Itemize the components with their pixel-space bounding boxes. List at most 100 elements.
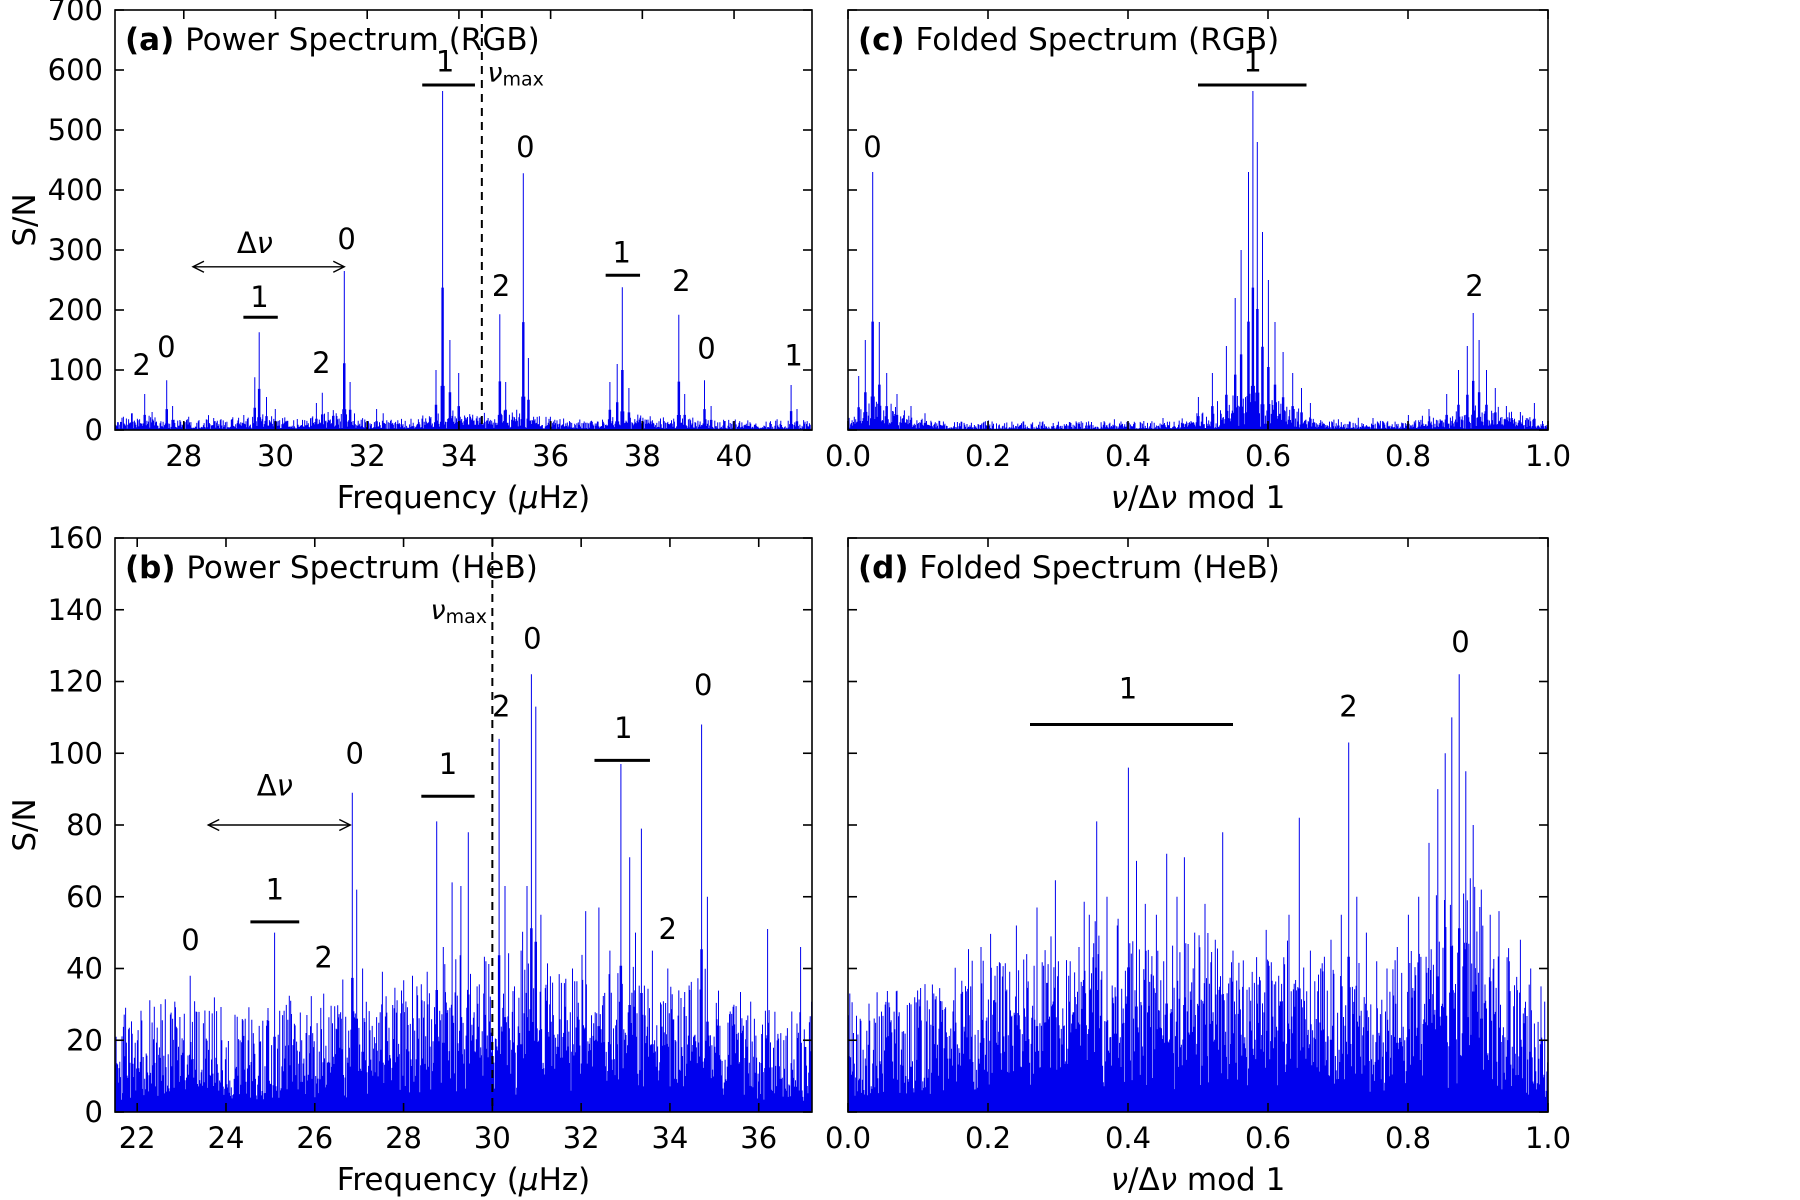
mode-label-a-0: 2 (132, 348, 150, 382)
axes-box-c (847, 9, 1549, 431)
xtick-label-b: 22 (119, 1121, 156, 1155)
ytick-label-a: 500 (48, 113, 103, 147)
xtick-label-c: 0.4 (1105, 439, 1151, 473)
xtick-label-b: 24 (208, 1121, 245, 1155)
xtick-label-d: 0.6 (1245, 1121, 1291, 1155)
delta-nu-arrow-b (206, 818, 352, 832)
mode-label-b-8: 2 (658, 912, 676, 946)
mode-label-b-7: 1 (614, 711, 632, 745)
xtick-label-b: 36 (740, 1121, 777, 1155)
panel-title-c: (c) Folded Spectrum (RGB) (858, 22, 1279, 58)
ylabel-a: S/N (7, 193, 43, 246)
ytick-label-a: 700 (48, 0, 103, 27)
mode-label-c-1: 1 (1243, 45, 1261, 79)
xlabel-c: ν/Δν mod 1 (1111, 480, 1286, 516)
mode-label-c-0: 0 (863, 130, 881, 164)
xtick-label-c: 1.0 (1525, 439, 1571, 473)
panel-title-a: (a) Power Spectrum (RGB) (125, 22, 540, 58)
mode-label-a-5: 1 (436, 45, 454, 79)
mode-label-b-3: 0 (346, 736, 364, 770)
xtick-label-a: 30 (257, 439, 294, 473)
panel-title-b: (b) Power Spectrum (HeB) (125, 550, 538, 586)
xtick-label-c: 0.8 (1385, 439, 1431, 473)
ytick-label-b: 40 (66, 952, 103, 986)
delta-nu-label-a: Δν (237, 226, 273, 260)
ytick-label-b: 100 (48, 736, 103, 770)
xtick-label-b: 28 (385, 1121, 422, 1155)
ytick-label-b: 160 (48, 521, 103, 555)
ticks-d (847, 537, 1549, 1113)
mode-label-a-4: 0 (337, 222, 355, 256)
xtick-label-b: 26 (296, 1121, 333, 1155)
spectrum-b (115, 674, 812, 1112)
xtick-label-a: 32 (349, 439, 386, 473)
axes-box-a (114, 9, 813, 431)
xlabel-a: Frequency (μHz) (337, 480, 591, 516)
xtick-label-b: 32 (563, 1121, 600, 1155)
mode-label-b-5: 2 (492, 690, 510, 724)
ytick-label-b: 60 (66, 880, 103, 914)
xtick-label-c: 0.2 (965, 439, 1011, 473)
mode-label-b-2: 2 (314, 941, 332, 975)
ytick-label-a: 100 (48, 353, 103, 387)
panel-d: 1 2 0 0.0 0.2 0.4 0.6 0.8 1.0 (d) Folded Spectrum… (825, 537, 1571, 1198)
xtick-label-d: 0.8 (1385, 1121, 1431, 1155)
mode-label-b-4: 1 (439, 747, 457, 781)
mode-label-a-10: 0 (697, 331, 715, 365)
xtick-label-b: 34 (651, 1121, 688, 1155)
mode-label-c-2: 2 (1465, 269, 1483, 303)
ticks-c (847, 9, 1549, 431)
xtick-label-d: 0.4 (1105, 1121, 1151, 1155)
delta-nu-label-b: Δν (257, 769, 293, 803)
ytick-label-b: 80 (66, 808, 103, 842)
mode-label-d-0: 1 (1119, 672, 1137, 706)
ytick-label-a: 400 (48, 173, 103, 207)
nu-max-label-b: νmax (431, 594, 488, 628)
xtick-label-a: 28 (165, 439, 202, 473)
mode-label-a-7: 0 (516, 130, 534, 164)
ylabel-b: S/N (7, 798, 43, 851)
mode-label-a-11: 1 (784, 339, 802, 373)
xtick-label-a: 36 (532, 439, 569, 473)
xtick-label-a: 40 (716, 439, 753, 473)
delta-nu-arrow-a (191, 260, 346, 273)
xtick-label-d: 0.2 (965, 1121, 1011, 1155)
xtick-label-c: 0.6 (1245, 439, 1291, 473)
ytick-label-a: 300 (48, 233, 103, 267)
mode-label-b-9: 0 (694, 668, 712, 702)
xtick-label-a: 34 (440, 439, 477, 473)
arrow-head-right (338, 818, 352, 832)
ytick-label-a: 200 (48, 293, 103, 327)
arrow-head-right (332, 260, 346, 273)
xtick-label-b: 30 (474, 1121, 511, 1155)
mode-label-b-6: 0 (523, 621, 541, 655)
mode-label-a-3: 2 (312, 346, 330, 380)
ytick-label-b: 20 (66, 1023, 103, 1057)
mode-label-a-1: 0 (157, 330, 175, 364)
panel-c: 0 1 2 0.0 0.2 0.4 0.6 0.8 1.0 (c) Folded Spectrum… (825, 9, 1571, 516)
arrow-head-left (191, 260, 205, 273)
ytick-label-b: 140 (48, 593, 103, 627)
xlabel-b: Frequency (μHz) (337, 1162, 591, 1198)
ticks-b (115, 537, 812, 1113)
xtick-label-a: 38 (624, 439, 661, 473)
ytick-label-b: 120 (48, 665, 103, 699)
mode-label-b-0: 0 (181, 923, 199, 957)
mode-label-a-6: 2 (492, 269, 510, 303)
mode-label-b-1: 1 (266, 873, 284, 907)
xtick-label-c: 0.0 (825, 439, 871, 473)
ytick-label-b: 0 (85, 1095, 103, 1129)
xtick-label-d: 1.0 (1525, 1121, 1571, 1155)
spectrum-a (115, 91, 812, 430)
mode-label-a-2: 1 (250, 280, 268, 314)
xtick-label-d: 0.0 (825, 1121, 871, 1155)
xlabel-d: ν/Δν mod 1 (1111, 1162, 1286, 1198)
ytick-label-a: 600 (48, 53, 103, 87)
arrow-head-left (206, 818, 220, 832)
mode-label-d-2: 0 (1451, 625, 1469, 659)
spectrum-d (848, 674, 1548, 1112)
